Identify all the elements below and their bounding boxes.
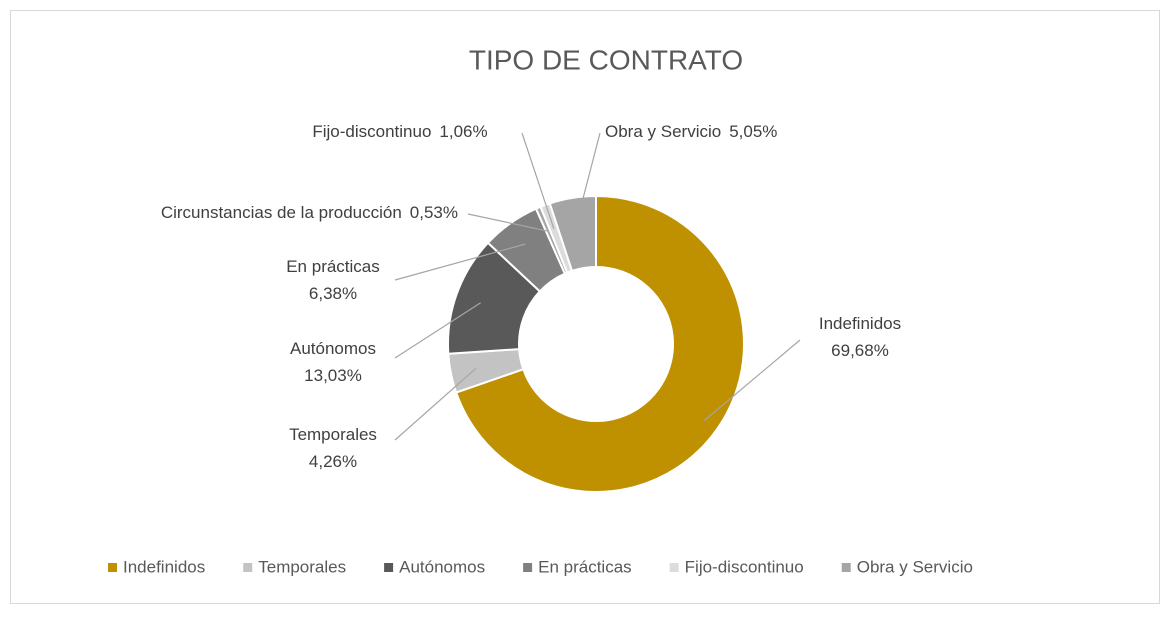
- leader-line: [703, 339, 801, 422]
- data-label-name: En prácticas: [286, 257, 380, 276]
- data-label-value: 0,53%: [410, 203, 458, 222]
- legend-label: En prácticas: [538, 557, 632, 576]
- data-label-name: Autónomos: [290, 339, 376, 358]
- legend-swatch: [108, 563, 117, 572]
- legend-label: Indefinidos: [123, 557, 205, 576]
- data-label: En prácticas 6,38%: [286, 257, 380, 303]
- data-label-name: Temporales: [289, 425, 377, 444]
- data-label-name: Obra y Servicio: [605, 122, 721, 141]
- legend-label: Fijo-discontinuo: [685, 557, 804, 576]
- data-label-value: 4,26%: [309, 452, 357, 471]
- data-label: Autónomos 13,03%: [290, 339, 376, 385]
- legend-swatch: [384, 563, 394, 572]
- legend-swatch: [523, 563, 533, 572]
- data-label-value: 6,38%: [309, 284, 357, 303]
- data-label: Indefinidos 69,68%: [819, 314, 901, 360]
- data-label-name: Fijo-discontinuo: [312, 122, 431, 141]
- data-label-value: 13,03%: [304, 366, 362, 385]
- data-label: Obra y Servicio 5,05%: [605, 122, 777, 141]
- legend-label: Obra y Servicio: [857, 557, 973, 576]
- leader-line: [521, 132, 555, 230]
- data-label: Temporales 4,26%: [289, 425, 377, 471]
- chart-frame: [10, 10, 1160, 604]
- legend-swatch: [243, 563, 253, 572]
- leader-line: [394, 243, 526, 281]
- leader-line: [394, 367, 477, 441]
- data-label-value: 69,68%: [831, 341, 889, 360]
- legend-swatch: [841, 563, 851, 572]
- legend-label: Temporales: [258, 557, 346, 576]
- legend-swatch: [669, 563, 679, 572]
- data-label-name: Circunstancias de la producción: [161, 203, 402, 222]
- leader-line: [394, 302, 481, 359]
- donut-slice: [548, 194, 597, 273]
- legend: Indefinidos Temporales Autónomos En práctic…: [108, 557, 973, 576]
- data-label-name: Indefinidos: [819, 314, 901, 333]
- data-label-value: 5,05%: [729, 122, 777, 141]
- data-label: Circunstancias de la producción 0,53%: [161, 203, 458, 222]
- data-label-value: 1,06%: [439, 122, 487, 141]
- leader-line: [467, 213, 549, 232]
- data-label: Fijo-discontinuo 1,06%: [312, 122, 487, 141]
- donut-slice: [454, 194, 745, 493]
- leader-line: [576, 132, 601, 224]
- legend-label: Autónomos: [399, 557, 485, 576]
- chart-title: TIPO DE CONTRATO: [469, 44, 743, 75]
